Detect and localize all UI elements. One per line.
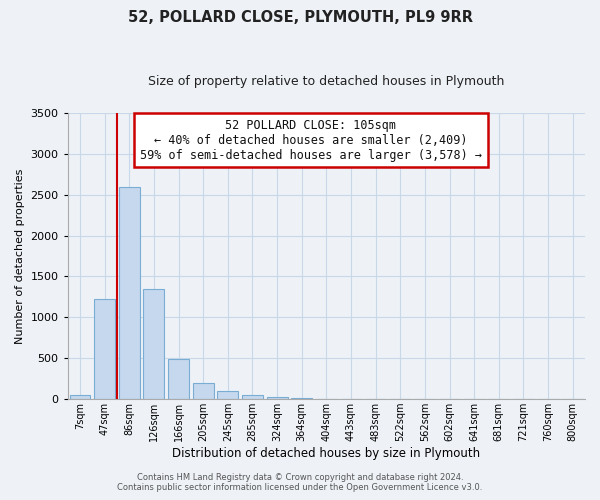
Bar (70, 396, 91, 399)
Bar (168, 358, 189, 399)
Bar (291, 398, 312, 399)
Bar (193, 383, 214, 399)
Bar (266, 396, 287, 399)
Text: 52 POLLARD CLOSE: 105sqm
← 40% of detached houses are smaller (2,409)
59% of sem: 52 POLLARD CLOSE: 105sqm ← 40% of detach… (140, 118, 482, 162)
Title: Size of property relative to detached houses in Plymouth: Size of property relative to detached ho… (148, 75, 505, 88)
Bar (143, 288, 164, 399)
Y-axis label: Number of detached properties: Number of detached properties (15, 168, 25, 344)
X-axis label: Distribution of detached houses by size in Plymouth: Distribution of detached houses by size … (172, 447, 481, 460)
Bar (119, 187, 140, 399)
Text: Contains HM Land Registry data © Crown copyright and database right 2024.
Contai: Contains HM Land Registry data © Crown c… (118, 473, 482, 492)
Bar (94, 298, 115, 399)
Bar (217, 390, 238, 399)
Text: 52, POLLARD CLOSE, PLYMOUTH, PL9 9RR: 52, POLLARD CLOSE, PLYMOUTH, PL9 9RR (128, 10, 473, 25)
Bar (242, 395, 263, 399)
